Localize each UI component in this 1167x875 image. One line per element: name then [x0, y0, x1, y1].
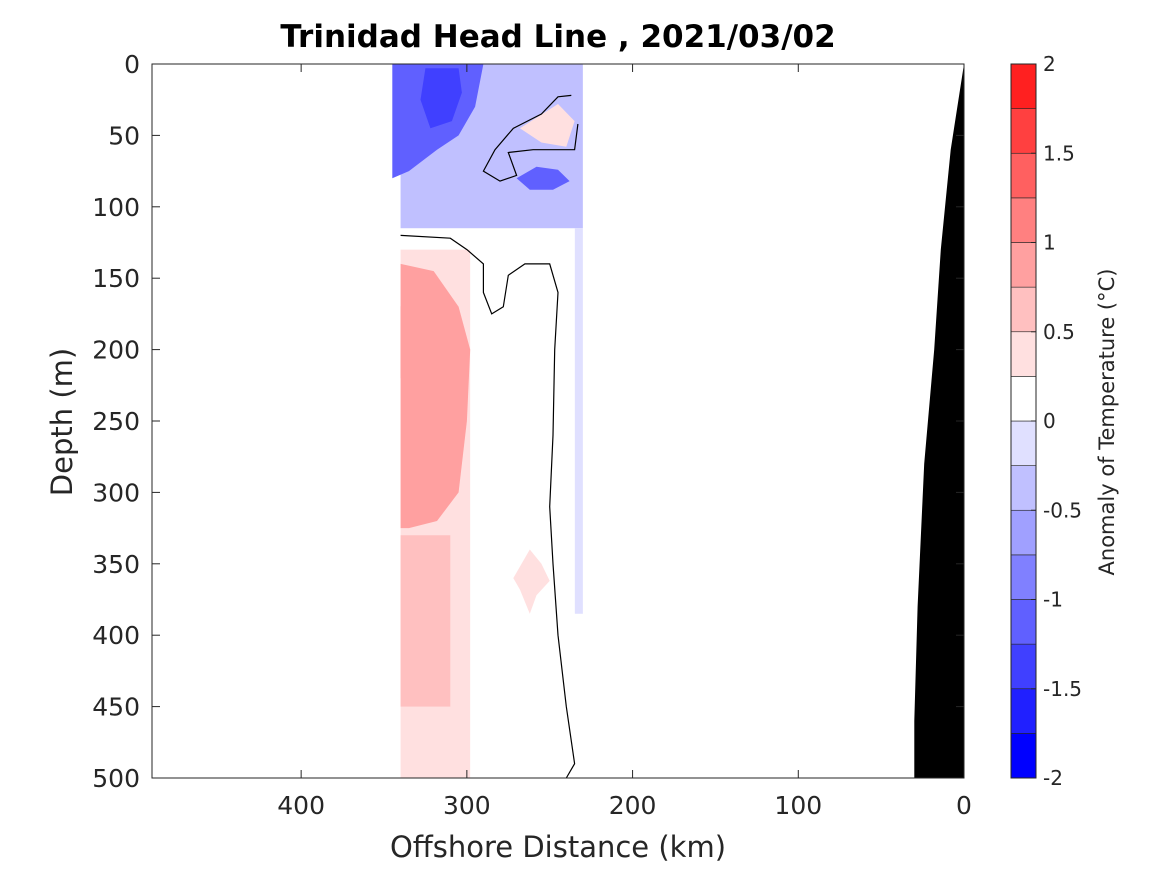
colorbar-segment	[1010, 688, 1037, 734]
y-tick-label: 100	[92, 193, 140, 222]
colorbar-segment	[1010, 733, 1037, 779]
colorbar-segment	[1010, 152, 1037, 199]
x-tick-label: 0	[956, 791, 972, 820]
coverage-band-edge	[574, 228, 583, 614]
coverage-band-warm-deep	[400, 535, 451, 707]
colorbar-label: Anomaly of Temperature (°C)	[1095, 269, 1119, 576]
colorbar-tick-label: 2	[1043, 52, 1056, 76]
colorbar-tick-label: -1.5	[1043, 677, 1082, 701]
y-tick-label: 300	[92, 478, 140, 507]
x-tick-label: 400	[277, 791, 325, 820]
colorbar-segment	[1010, 420, 1037, 466]
axes: 400 300 200 100 0 0 50 100 150 200 250 300 350 400 450…	[92, 50, 972, 820]
contour-region-warm-patch-350	[513, 549, 550, 614]
colorbar-segment	[1010, 63, 1037, 109]
colorbar-segment	[1010, 554, 1037, 600]
colorbar-segment	[1010, 509, 1037, 556]
zero-contour-line-1	[482, 94, 579, 182]
colorbar-segment	[1010, 286, 1037, 333]
seafloor-bathymetry	[914, 64, 964, 778]
colorbar-tick-label: 0	[1043, 409, 1056, 433]
contour-region-warm-body	[400, 263, 471, 529]
colorbar-segment	[1010, 376, 1037, 422]
y-tick-label: 200	[92, 336, 140, 365]
colorbar-tick-label: 1.5	[1043, 141, 1075, 165]
chart-title: Trinidad Head Line , 2021/03/02	[280, 19, 835, 55]
x-tick-label: 200	[609, 791, 657, 820]
colorbar-segment	[1010, 242, 1037, 288]
colorbar-segment	[1010, 331, 1037, 377]
colorbar-segment	[1010, 465, 1037, 511]
y-tick-label: 50	[108, 121, 140, 150]
colorbar-segment	[1010, 599, 1037, 645]
y-tick-label: 450	[92, 693, 140, 722]
y-axis-label: Depth (m)	[45, 348, 79, 496]
y-tick-label: 250	[92, 407, 140, 436]
y-tick-label: 150	[92, 264, 140, 293]
y-tick-label: 400	[92, 621, 140, 650]
colorbar-tick-label: -1	[1043, 588, 1063, 612]
contour-region-blue-core-dark	[420, 68, 462, 129]
colorbar-segment	[1010, 108, 1037, 154]
colorbar-tick-label: -0.5	[1043, 498, 1082, 522]
y-tick-label: 350	[92, 550, 140, 579]
plot-area	[152, 64, 964, 779]
contour-region-blue-eddy	[516, 166, 570, 190]
y-tick-label: 500	[92, 764, 140, 793]
colorbar-tick-label: -2	[1043, 766, 1063, 790]
y-tick-label: 0	[124, 50, 140, 79]
contour-region-warm-patch-50	[519, 104, 575, 147]
colorbar-segment	[1010, 643, 1037, 690]
x-tick-label: 100	[774, 791, 822, 820]
zero-contour-line-0	[400, 234, 576, 779]
colorbar-tick-label: 1	[1043, 231, 1056, 255]
colorbar: 2 1.5 1 0.5 0 -0.5 -1 -1.5 -2	[1010, 52, 1082, 790]
colorbar-tick-label: 0.5	[1043, 320, 1075, 344]
x-axis-label: Offshore Distance (km)	[390, 830, 726, 864]
colorbar-segment	[1010, 197, 1037, 243]
x-tick-label: 300	[443, 791, 491, 820]
